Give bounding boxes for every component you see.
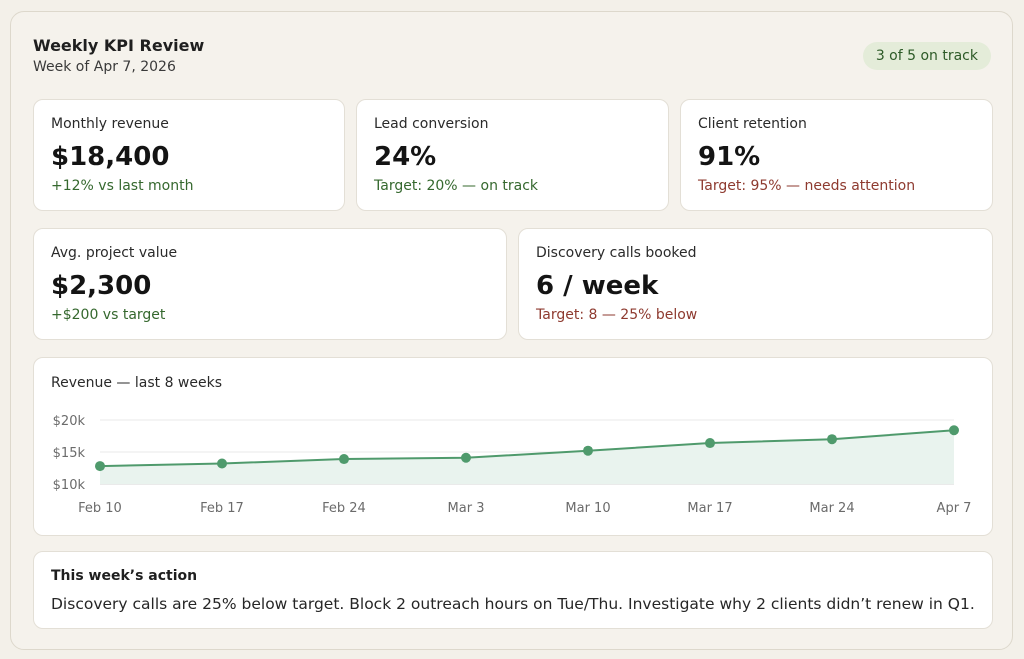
area-fill [100,430,954,484]
kpi-note: Target: 8 — 25% below [536,307,698,323]
x-tick-label: Mar 3 [448,501,485,516]
kpi-review-panel: Weekly KPI Review Week of Apr 7, 2026 3 … [10,11,1013,650]
y-tick-label: $15k [53,446,86,461]
chart-title: Revenue — last 8 weeks [51,375,223,391]
kpi-label: Avg. project value [51,245,178,261]
kpi-label: Lead conversion [374,116,489,132]
kpi-value: 24% [374,142,437,172]
page-title: Weekly KPI Review [33,36,205,55]
series-line [99,429,955,468]
kpi-value: $2,300 [51,271,152,301]
kpi-label: Client retention [698,116,807,132]
kpi-value: 6 / week [536,271,659,301]
data-point [461,452,471,463]
kpi-card-client-retention: Client retention 91% Target: 95% — needs… [680,99,993,211]
kpi-note: Target: 95% — needs attention [698,178,916,194]
kpi-card-discovery-calls: Discovery calls booked 6 / week Target: … [518,228,993,340]
kpi-label: Monthly revenue [51,116,169,132]
kpi-note: +12% vs last month [51,178,194,194]
x-tick-label: Feb 24 [322,501,366,516]
kpi-value: 91% [698,142,761,172]
x-tick-label: Mar 24 [809,501,854,516]
y-tick-label: $10k [53,478,86,493]
kpi-card-avg-project-value: Avg. project value $2,300 +$200 vs targe… [33,228,507,340]
action-title: This week’s action [51,568,198,584]
kpi-card-lead-conversion: Lead conversion 24% Target: 20% — on tra… [356,99,669,211]
weekly-action-card: This week’s action Discovery calls are 2… [33,551,993,629]
data-point [705,438,715,449]
revenue-chart-card: Revenue — last 8 weeks $20k $15k $10k Feb 1… [33,357,993,536]
data-point [217,458,227,469]
status-badge: 3 of 5 on track [862,42,991,70]
revenue-chart: $20k $15k $10k Feb 10 Feb 17 Feb 24 Mar 3 Mar 1… [53,414,972,516]
action-body: Discovery calls are 25% below target. Bl… [51,595,975,613]
data-point [949,425,959,436]
kpi-label: Discovery calls booked [536,245,697,261]
x-tick-label: Feb 10 [78,501,122,516]
page-subtitle: Week of Apr 7, 2026 [33,59,176,75]
x-tick-label: Apr 7 [937,501,972,516]
kpi-note: +$200 vs target [51,307,166,323]
data-point [583,445,593,456]
kpi-value: $18,400 [51,142,170,172]
kpi-card-monthly-revenue: Monthly revenue $18,400 +12% vs last mon… [33,99,345,211]
x-tick-label: Mar 10 [565,501,610,516]
x-tick-label: Mar 17 [687,501,732,516]
data-point [339,454,349,465]
y-tick-label: $20k [53,414,86,429]
data-point [95,461,105,472]
x-tick-label: Feb 17 [200,501,244,516]
data-point [827,434,837,445]
kpi-note: Target: 20% — on track [374,178,539,194]
